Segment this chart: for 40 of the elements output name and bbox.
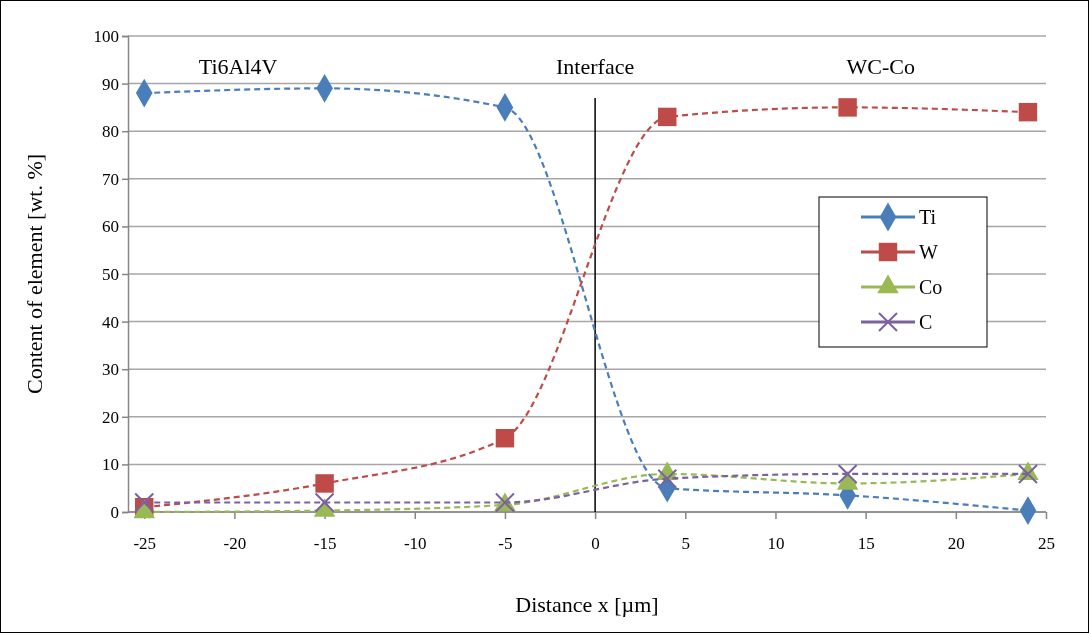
x-tick-label: -10 [403, 534, 427, 554]
y-tick-label: 90 [102, 74, 119, 94]
legend-label: C [919, 311, 933, 333]
annotation: Ti6Al4V [198, 53, 278, 79]
y-tick-label: 100 [93, 26, 119, 46]
x-axis-title: Distance x [µm] [515, 592, 659, 617]
point [1018, 102, 1038, 122]
legend-label: Ti [919, 206, 937, 228]
point [315, 474, 334, 493]
y-tick-label: 40 [102, 312, 119, 332]
y-tick-label: 80 [102, 122, 119, 142]
point [658, 107, 677, 127]
point [314, 492, 335, 513]
legend-label: Co [919, 276, 943, 298]
y-tick-label: 10 [102, 455, 119, 475]
point [134, 492, 155, 513]
y-tick-label: 20 [102, 407, 119, 427]
point [657, 468, 678, 489]
y-tick-label: 50 [102, 264, 119, 284]
x-tick-label: 15 [857, 534, 875, 554]
x-tick-label: 5 [681, 534, 691, 554]
x-tick-label: 0 [591, 534, 600, 554]
y-axis-title: Content of element [wt. %] [22, 153, 47, 395]
y-tick-label: 0 [110, 502, 119, 522]
x-tick-label: 10 [767, 534, 785, 554]
y-tick-label: 60 [102, 217, 119, 237]
x-tick-label: -15 [313, 534, 337, 554]
y-tick-label: 70 [102, 169, 119, 189]
annotation: WC-Co [846, 53, 915, 79]
point [495, 429, 515, 448]
x-tick-label: -25 [133, 534, 157, 554]
legend-label: W [919, 241, 938, 263]
x-tick-label: 25 [1038, 534, 1055, 554]
y-tick-label: 30 [102, 360, 119, 380]
ref-line-label: Interface [556, 53, 635, 79]
point [838, 98, 857, 117]
x-tick-label: 20 [947, 534, 965, 554]
x-tick-label: -20 [223, 534, 247, 554]
point [837, 463, 858, 484]
x-tick-label: -5 [498, 534, 513, 554]
